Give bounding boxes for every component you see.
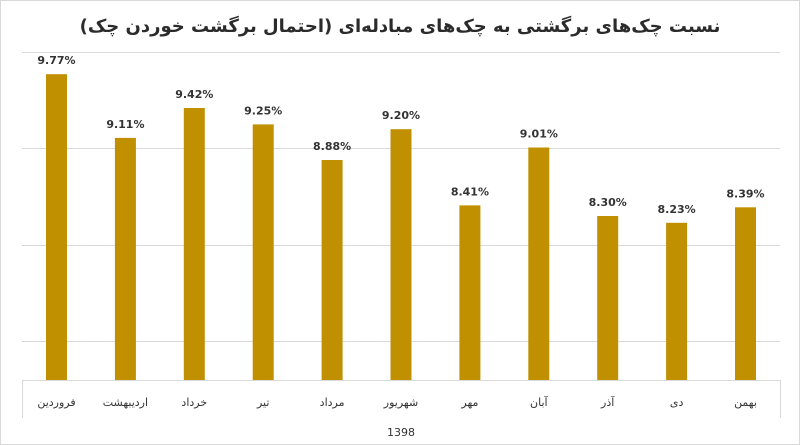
bar <box>46 74 67 380</box>
x-tick-label: شهریور <box>383 396 418 409</box>
x-tick-label: اردیبهشت <box>103 396 148 409</box>
bar <box>735 207 756 380</box>
data-label: 8.23% <box>658 203 696 216</box>
data-label: 8.41% <box>451 185 489 198</box>
data-label: 9.77% <box>37 54 75 67</box>
data-label: 9.01% <box>520 128 558 141</box>
x-tick-label: مرداد <box>320 396 345 409</box>
x-tick-label: آبان <box>530 395 548 409</box>
bar <box>459 205 481 380</box>
x-tick-label: آذر <box>600 395 615 409</box>
bar <box>666 222 688 380</box>
data-label: 8.88% <box>313 140 351 153</box>
data-label: 9.42% <box>175 88 213 101</box>
x-tick-label: فروردین <box>37 396 75 409</box>
data-label: 8.30% <box>589 196 627 209</box>
chart-title: نسبت چک‌های برگشتی به چک‌های مبادله‌ای (… <box>79 16 721 37</box>
x-tick-label: خرداد <box>181 396 207 409</box>
bar <box>252 124 274 381</box>
bar <box>390 129 412 380</box>
x-tick-label: دی <box>670 396 684 409</box>
data-label: 9.25% <box>244 104 282 117</box>
data-label: 9.20% <box>382 109 420 122</box>
x-group-label: 1398 <box>387 426 415 439</box>
bar <box>528 147 550 380</box>
x-tick-label: بهمن <box>734 396 757 409</box>
bar <box>597 216 619 380</box>
x-tick-label: تیر <box>256 396 269 409</box>
bar <box>183 108 205 380</box>
bar <box>114 137 136 380</box>
data-label: 8.39% <box>726 187 764 200</box>
data-label: 9.11% <box>106 118 144 131</box>
bar <box>321 160 343 380</box>
x-tick-label: مهر <box>460 396 478 409</box>
